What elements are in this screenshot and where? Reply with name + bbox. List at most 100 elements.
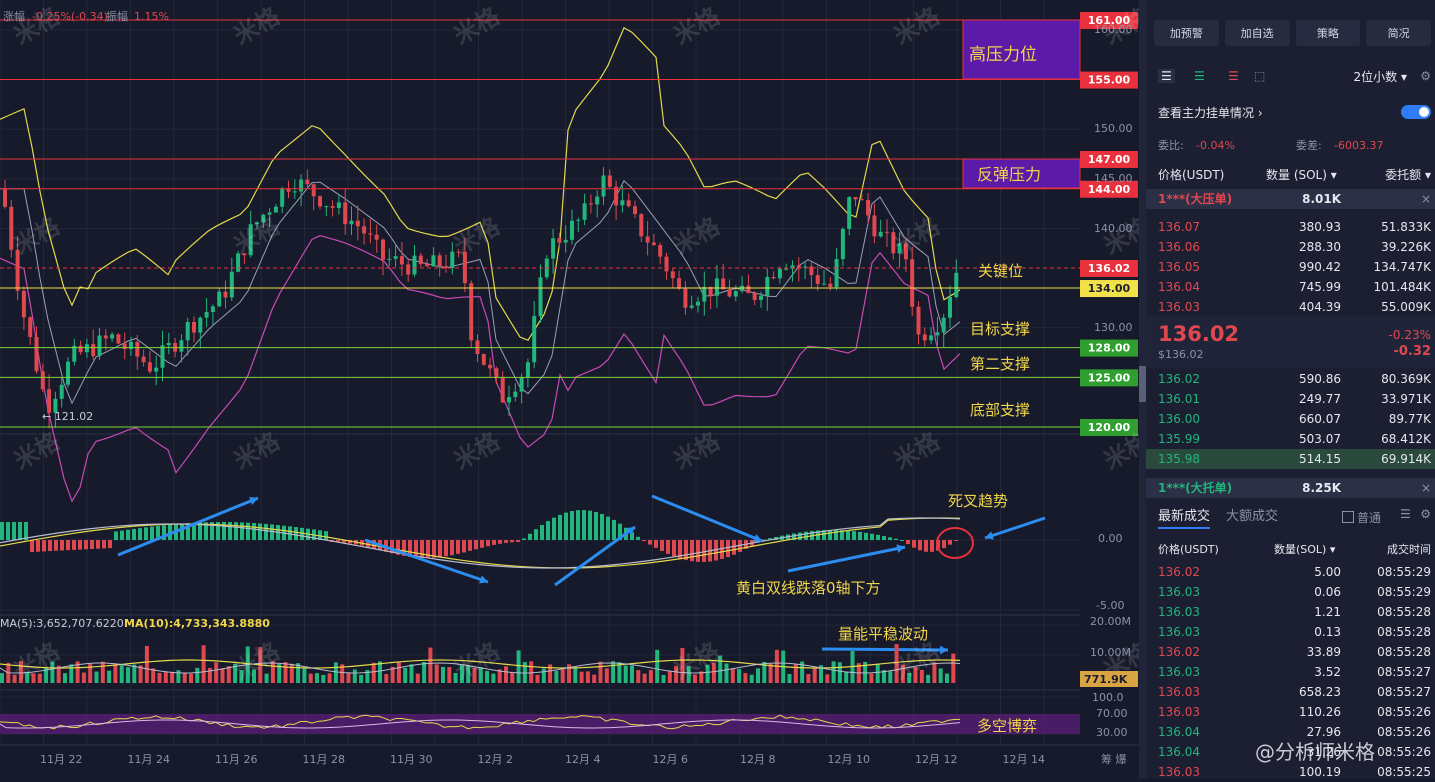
decimals-select[interactable]: 2位小数 ▾ (1353, 69, 1407, 84)
alert-button[interactable]: 加预警 (1154, 20, 1219, 46)
date-tick: 12月 12 (915, 753, 958, 766)
close-icon[interactable]: × (1420, 481, 1431, 495)
big-ask-row[interactable]: 1***(大压单) 8.01K × (1146, 189, 1435, 209)
volume-bar (396, 662, 401, 683)
trade-time: 08:55:26 (1377, 705, 1431, 719)
volume-bar (69, 664, 74, 683)
candle-body (147, 362, 152, 372)
settings-icon[interactable]: ⚙ (1420, 69, 1431, 83)
macd-bar (252, 523, 256, 540)
candle-body (368, 233, 373, 235)
tab-latest-trades[interactable]: 最新成交 (1158, 505, 1211, 529)
bid-row[interactable]: 136.00 660.07 89.77K (1146, 409, 1435, 429)
candle-body (903, 243, 908, 260)
volume-bar (132, 664, 137, 683)
macd-bar (648, 540, 652, 545)
macd-bar (402, 540, 406, 556)
volume-bar (365, 670, 370, 683)
ask-row[interactable]: 136.05 990.42 134.747K (1146, 257, 1435, 277)
bid-row[interactable]: 136.02 590.86 80.369K (1146, 369, 1435, 389)
big-bid-row[interactable]: 1***(大托单) 8.25K × (1146, 478, 1435, 498)
macd-bar (18, 522, 22, 540)
bid-row[interactable]: 136.01 249.77 33.971K (1146, 389, 1435, 409)
date-tick: 12月 8 (740, 753, 776, 766)
high-pressure-text: 高压力位 (969, 45, 1037, 65)
volume-bar (447, 667, 452, 683)
tab-large-trades[interactable]: 大额成交 (1226, 509, 1279, 524)
volume-bar (277, 663, 282, 683)
volume-bar (932, 662, 937, 683)
book-head-total[interactable]: 委托额 ▾ (1385, 167, 1431, 182)
macd-bar (618, 523, 622, 540)
candle-body (570, 220, 574, 240)
macd-bar (792, 533, 796, 540)
bottom-support-text: 底部支撑 (970, 401, 1030, 419)
row-price: 135.99 (1158, 432, 1200, 446)
volume-bar (579, 671, 584, 683)
macd-bar (762, 539, 766, 541)
volume-bar (705, 664, 710, 683)
overview-button[interactable]: 简况 (1366, 20, 1431, 46)
candle-body (40, 371, 45, 390)
volume-bar (907, 672, 912, 683)
filter-icon[interactable]: ☰ (1400, 507, 1411, 521)
macd-bar (480, 540, 484, 548)
macd-bar (240, 522, 244, 540)
kline-chart[interactable]: 161.00 155.00 147.00 144.00 136.02 134.00 128.… (0, 0, 1146, 779)
ask-row[interactable]: 136.06 288.30 39.226K (1146, 237, 1435, 257)
bids-view-icon[interactable]: ☰ (1194, 69, 1205, 83)
trades-head-qty[interactable]: 数量(SOL) ▾ (1274, 543, 1336, 556)
volume-bar (718, 655, 723, 683)
candle-body (948, 297, 952, 318)
ask-row[interactable]: 136.07 380.93 51.833K (1146, 217, 1435, 237)
macd-bar (264, 523, 268, 540)
candle-body (532, 316, 537, 363)
macd-bar (96, 540, 100, 549)
ask-row[interactable]: 136.03 404.39 55.009K (1146, 297, 1435, 317)
volume-bar (170, 672, 175, 683)
macd-bar (390, 540, 394, 554)
last-price-usd: $136.02 (1158, 348, 1204, 361)
volume-bar (201, 645, 206, 683)
expand-icon[interactable]: ⬚ (1254, 69, 1266, 83)
macd-bar (852, 531, 856, 540)
normal-checkbox[interactable] (1342, 511, 1354, 523)
bid-row[interactable]: 135.98 514.15 69.914K (1146, 449, 1435, 469)
volume-bar (37, 673, 42, 683)
level-badge (1080, 339, 1138, 357)
candle-body (746, 285, 751, 294)
volume-bar (598, 661, 603, 683)
row-qty: 288.30 (1299, 240, 1341, 254)
book-head-qty[interactable]: 数量 (SOL) ▾ (1266, 167, 1337, 182)
asks-view-icon[interactable]: ☰ (1228, 69, 1239, 83)
volume-pane (0, 644, 961, 683)
strategy-button[interactable]: 策略 (1295, 20, 1361, 46)
bid-row[interactable]: 135.99 503.07 68.412K (1146, 429, 1435, 449)
level-badge-text: 161.00 (1088, 14, 1131, 27)
volume-bar (44, 667, 49, 683)
trend-arrow-head (896, 544, 905, 553)
trade-time: 08:55:27 (1377, 665, 1431, 679)
watchlist-button[interactable]: 加自选 (1224, 20, 1290, 46)
trade-row: 136.03 658.23 08:55:27 (1146, 682, 1435, 702)
chart-scrollbar-thumb[interactable] (1139, 366, 1146, 402)
main-orders-toggle[interactable] (1401, 105, 1431, 119)
candle-body (525, 362, 530, 378)
trade-qty: 110.26 (1299, 705, 1341, 719)
big-bid-label: 1***(大托单) (1158, 481, 1233, 495)
macd-bar (534, 529, 538, 540)
level-badge-text: 128.00 (1088, 342, 1131, 355)
close-icon[interactable]: × (1420, 192, 1431, 206)
rsi-mid-tick: 70.00 (1096, 707, 1128, 720)
main-orders-link[interactable]: 查看主力挂单情况 › (1158, 105, 1263, 120)
both-view-icon[interactable]: ☰ (1158, 69, 1175, 83)
macd-bar (732, 540, 736, 555)
candle-body (872, 215, 877, 237)
candle-body (595, 196, 600, 205)
candle-body (192, 321, 196, 333)
volume-bar (415, 673, 420, 683)
row-qty: 380.93 (1299, 220, 1341, 234)
settings-icon[interactable]: ⚙ (1420, 507, 1431, 521)
candle-body (135, 341, 140, 357)
ask-row[interactable]: 136.04 745.99 101.484K (1146, 277, 1435, 297)
